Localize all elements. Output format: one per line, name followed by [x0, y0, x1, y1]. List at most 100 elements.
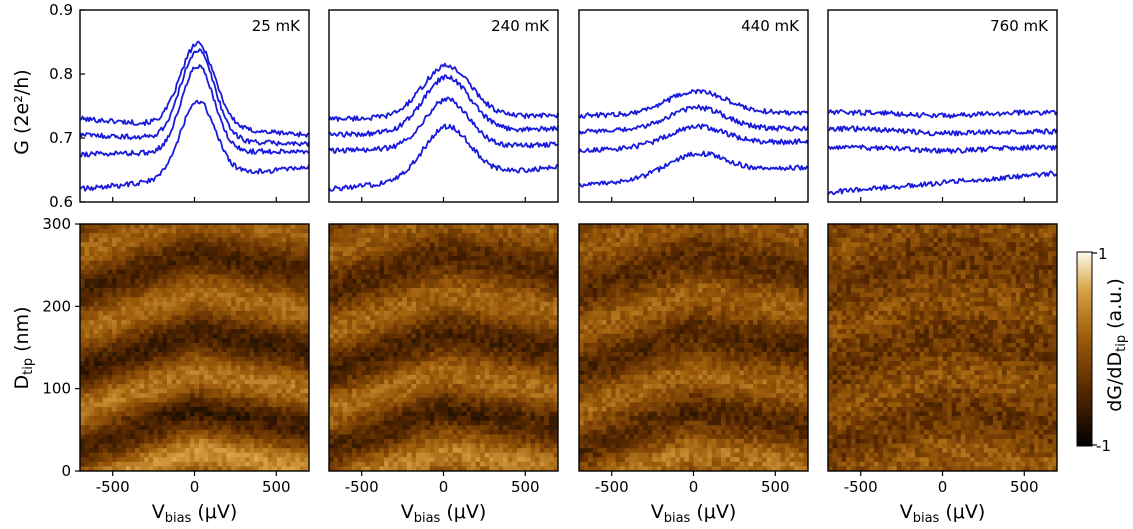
map-cell — [361, 397, 367, 403]
map-cell — [521, 256, 527, 261]
map-cell — [329, 411, 334, 417]
map-cell — [121, 429, 127, 435]
map-cell — [185, 246, 191, 252]
map-cell — [379, 269, 385, 275]
map-cell — [240, 365, 246, 371]
map-cell — [281, 233, 287, 239]
map-cell — [539, 329, 545, 335]
map-cell — [443, 233, 449, 239]
map-cell — [420, 365, 426, 371]
map-cell — [258, 406, 264, 412]
map-cell — [416, 306, 421, 312]
map-cell — [493, 228, 499, 234]
map-cell — [194, 315, 200, 321]
map-cell — [226, 434, 232, 440]
map-cell — [304, 320, 310, 326]
map-cell — [466, 288, 472, 294]
map-cell — [89, 315, 95, 321]
map-cell — [530, 365, 536, 371]
map-cell — [171, 416, 177, 422]
map-cell — [304, 388, 310, 394]
map-cell — [379, 324, 385, 330]
map-cell — [544, 361, 550, 367]
map-cell — [299, 324, 305, 330]
map-cell — [411, 242, 417, 248]
map-cell — [290, 370, 296, 376]
map-cell — [461, 233, 467, 239]
map-cell — [80, 274, 85, 280]
map-cell — [231, 333, 237, 339]
map-cell — [203, 228, 209, 234]
map-cell — [379, 260, 385, 266]
map-cell — [258, 411, 264, 417]
map-cell — [217, 397, 223, 403]
map-cell — [112, 411, 118, 417]
map-cell — [121, 434, 127, 440]
map-cell — [139, 283, 145, 289]
map-cell — [374, 242, 380, 248]
map-cell — [276, 406, 282, 412]
map-cell — [208, 352, 214, 358]
map-cell — [272, 438, 278, 444]
map-cell — [480, 297, 486, 303]
map-cell — [112, 338, 118, 344]
map-cell — [406, 224, 412, 229]
map-cell — [203, 425, 209, 431]
map-cell — [93, 292, 99, 298]
map-cell — [267, 406, 273, 412]
map-cell — [448, 310, 454, 316]
map-cell — [281, 329, 287, 335]
map-cell — [249, 260, 255, 266]
map-cell — [338, 402, 344, 408]
map-cell — [365, 370, 371, 376]
map-cell — [276, 246, 282, 252]
map-cell — [342, 384, 348, 390]
map-cell — [295, 457, 301, 463]
map-cell — [512, 342, 518, 348]
map-cell — [548, 301, 554, 307]
map-cell — [484, 256, 490, 261]
map-cell — [226, 365, 232, 371]
map-cell — [402, 393, 408, 399]
map-cell — [374, 260, 380, 266]
map-cell — [402, 292, 408, 298]
map-cell — [107, 342, 113, 348]
map-cell — [498, 251, 504, 257]
map-cell — [457, 356, 463, 362]
map-cell — [235, 237, 241, 243]
map-cell — [475, 425, 481, 431]
map-cell — [171, 352, 177, 358]
map-cell — [130, 356, 136, 362]
map-cell — [199, 288, 205, 294]
map-cell — [498, 288, 504, 294]
map-cell — [457, 425, 463, 431]
map-cell — [535, 342, 541, 348]
map-cell — [148, 320, 154, 326]
map-cell — [194, 461, 200, 467]
map-cell — [397, 224, 403, 229]
map-cell — [299, 224, 305, 229]
map-cell — [553, 278, 559, 284]
map-cell — [272, 388, 278, 394]
map-cell — [493, 361, 499, 367]
map-cell — [272, 233, 278, 239]
map-cell — [356, 265, 362, 271]
map-cell — [185, 393, 191, 399]
map-cell — [162, 356, 168, 362]
map-cell — [153, 278, 159, 284]
map-cell — [347, 406, 353, 412]
map-cell — [347, 416, 353, 422]
map-cell — [254, 356, 260, 362]
map-cell — [208, 242, 214, 248]
map-cell — [530, 256, 536, 261]
map-cell — [144, 443, 150, 449]
map-cell — [347, 402, 353, 408]
map-cell — [393, 233, 399, 239]
trace-panel-2: 240 mK — [328, 9, 559, 203]
map-cell — [84, 251, 90, 257]
map-cell — [107, 452, 113, 458]
map-cell — [438, 370, 444, 376]
map-cell — [503, 338, 509, 344]
map-cell — [267, 397, 273, 403]
